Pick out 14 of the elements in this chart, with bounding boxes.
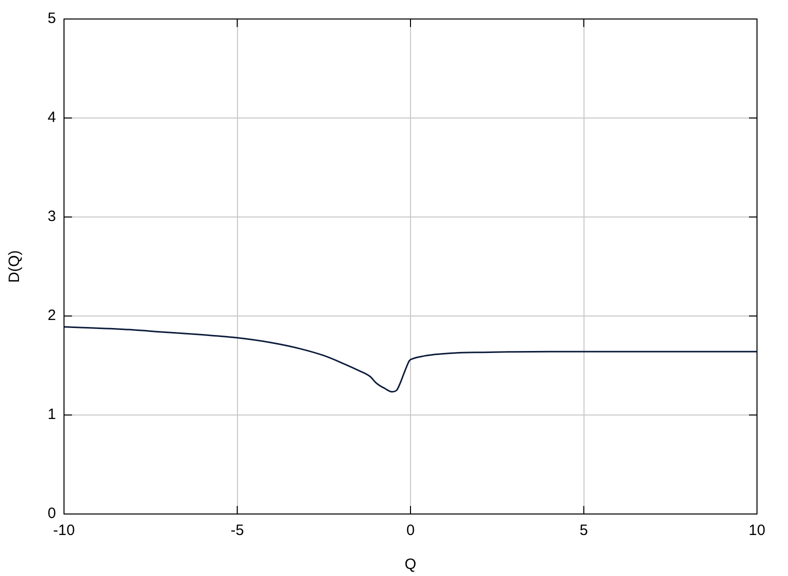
line-series [64, 326, 757, 392]
x-tick-label: -5 [230, 522, 244, 540]
y-tick-label: 0 [48, 505, 56, 522]
y-tick-label: 3 [48, 208, 56, 226]
y-axis-title: D(Q) [6, 250, 24, 283]
x-tick-label: 5 [580, 522, 588, 540]
y-tick-label: 2 [48, 307, 56, 324]
x-axis-title: Q [404, 556, 416, 574]
x-tick-label: 10 [748, 522, 766, 540]
x-tick-label: 0 [406, 522, 415, 540]
y-tick-label: 5 [48, 10, 56, 28]
y-tick-label: 4 [48, 109, 56, 126]
x-tick-label: -10 [53, 522, 75, 540]
y-tick-label: 1 [48, 406, 56, 424]
